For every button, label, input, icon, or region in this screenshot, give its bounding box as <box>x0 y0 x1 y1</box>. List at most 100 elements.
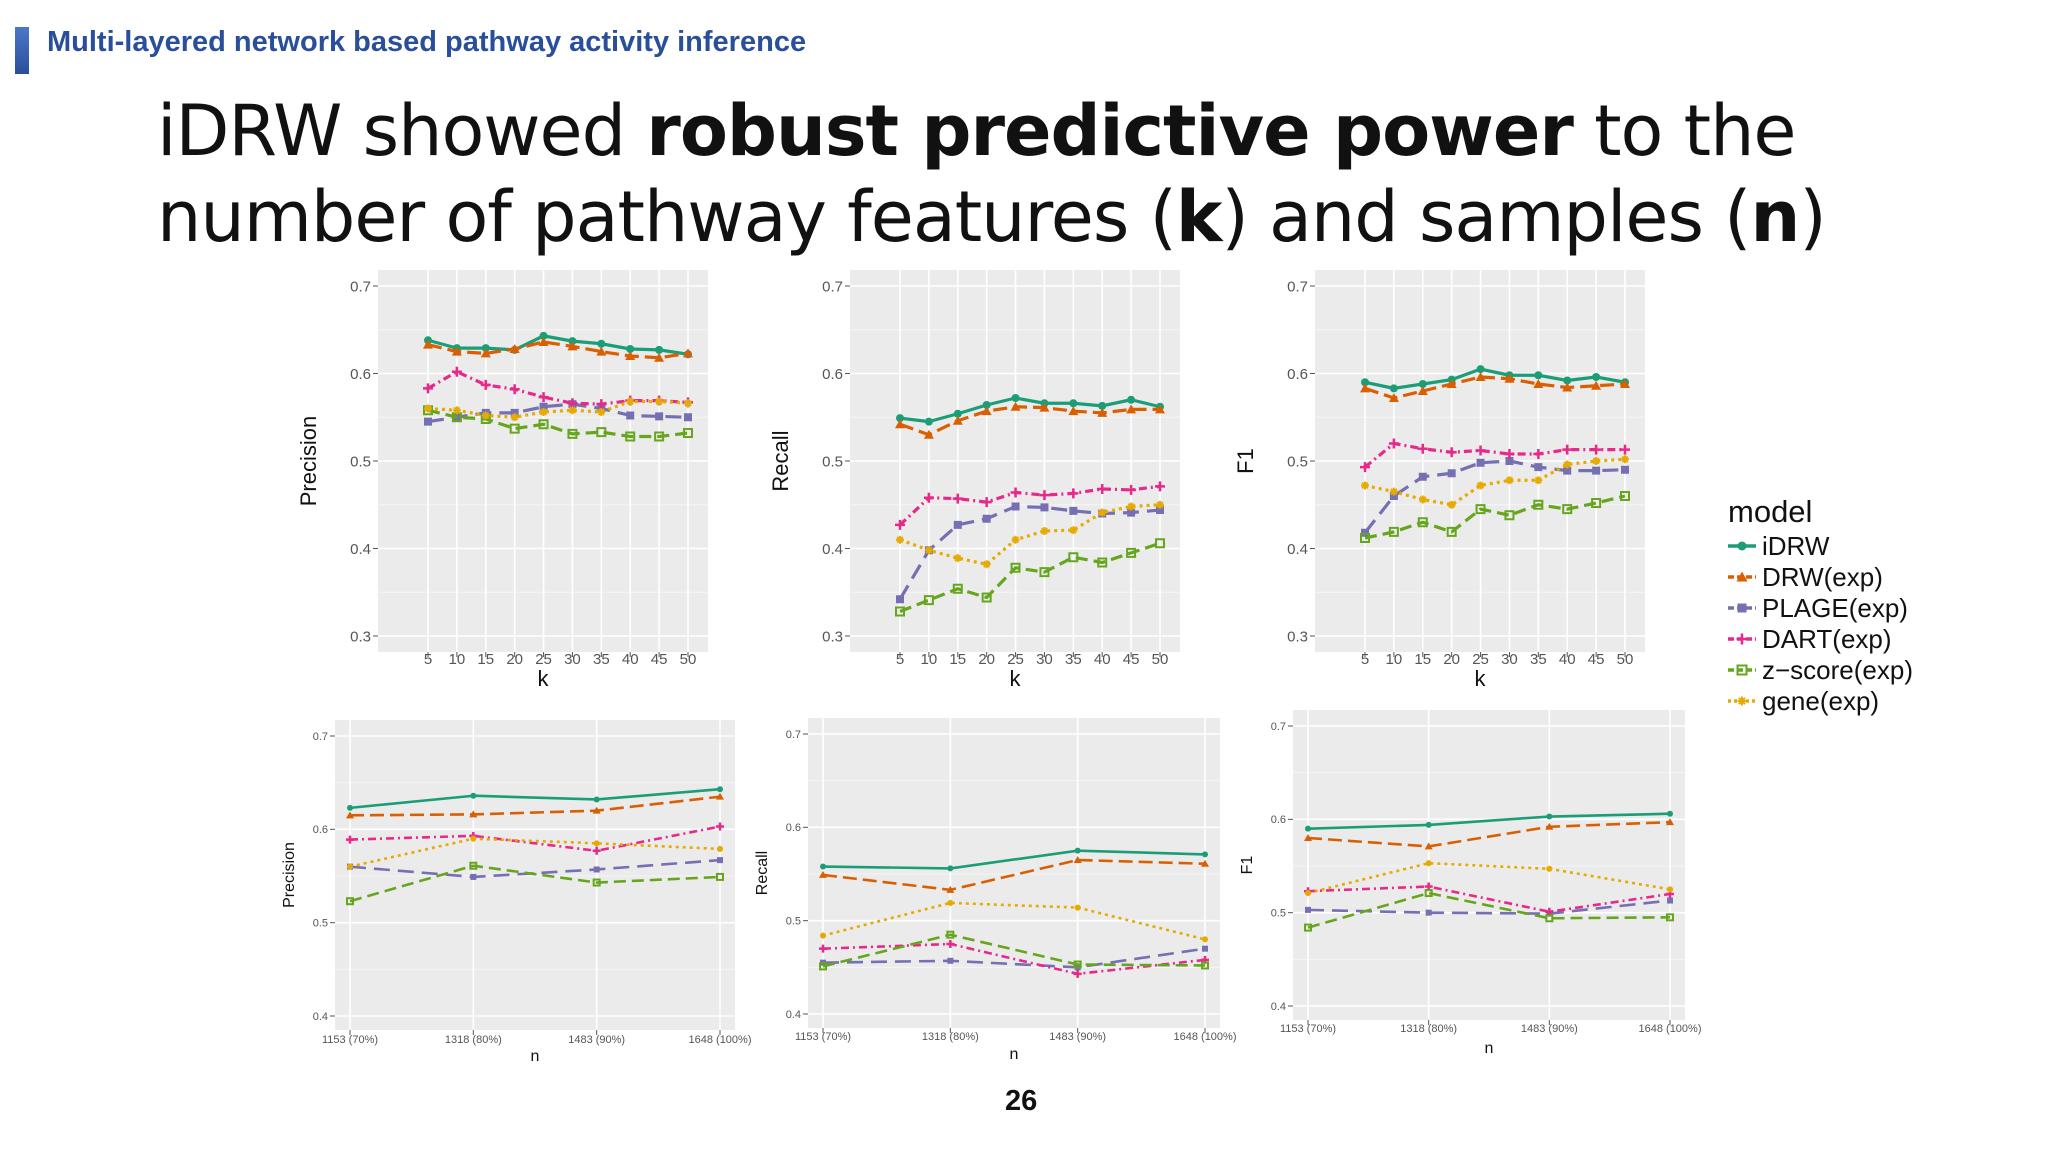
point <box>896 595 904 604</box>
point <box>923 595 934 606</box>
point <box>947 865 954 872</box>
point <box>1098 401 1107 410</box>
x-tick-label: 1318 (80%) <box>445 1034 502 1046</box>
point <box>716 822 724 831</box>
point <box>567 341 578 351</box>
point <box>981 497 992 508</box>
y-tick-label: 0.4 <box>1287 541 1308 558</box>
point <box>1389 384 1398 393</box>
point <box>1040 527 1049 535</box>
series-line <box>822 858 1206 892</box>
x-tick-label: 25 <box>1007 651 1024 668</box>
x-tick-label: 45 <box>1588 651 1605 668</box>
series-dart-exp- <box>895 481 1165 530</box>
point <box>1504 510 1515 521</box>
point <box>1425 909 1432 916</box>
point <box>1475 445 1486 456</box>
title-part: ) and samples ( <box>1221 176 1751 258</box>
point <box>626 397 635 406</box>
series-line <box>349 795 721 817</box>
point <box>683 428 693 438</box>
point <box>1446 447 1457 458</box>
y-axis-label: Recall <box>768 430 793 491</box>
point <box>1417 443 1428 454</box>
point <box>1068 488 1079 499</box>
point <box>469 861 478 870</box>
point <box>946 940 955 948</box>
point <box>470 835 477 842</box>
point <box>923 429 934 439</box>
series-line <box>349 787 721 810</box>
series-line <box>427 399 689 419</box>
y-tick-label: 0.4 <box>786 1009 801 1021</box>
point <box>538 419 549 430</box>
x-tick-label: 1318 (80%) <box>922 1031 979 1043</box>
y-tick-label: 0.3 <box>822 628 843 645</box>
point <box>1097 484 1108 494</box>
x-tick-label: 30 <box>1501 651 1518 668</box>
x-tick-label: 5 <box>424 651 432 668</box>
point <box>1592 457 1601 465</box>
point <box>953 520 962 529</box>
point <box>592 846 601 855</box>
y-tick-label: 0.5 <box>313 918 328 930</box>
point <box>982 514 991 523</box>
x-tick-label: 5 <box>896 651 904 668</box>
point <box>1360 533 1370 543</box>
series-line <box>822 947 1206 969</box>
series-z-score-exp- <box>1304 889 1674 932</box>
point <box>896 535 904 544</box>
point <box>1504 449 1515 459</box>
series-line <box>427 334 689 356</box>
point <box>946 885 955 893</box>
point <box>1126 547 1137 558</box>
series-gene-exp- <box>820 899 1208 943</box>
point <box>1534 463 1543 472</box>
point <box>1127 502 1136 511</box>
point <box>451 366 462 377</box>
point <box>684 413 692 422</box>
point <box>470 873 477 880</box>
point <box>1011 394 1020 402</box>
point <box>1546 813 1553 820</box>
series-line <box>349 858 721 879</box>
point <box>1304 834 1312 841</box>
x-tick-label: 45 <box>651 651 668 668</box>
point <box>593 796 600 803</box>
point <box>423 383 433 394</box>
point <box>625 431 636 442</box>
point <box>625 351 636 360</box>
x-tick-label: 35 <box>1530 651 1547 668</box>
point <box>469 810 478 818</box>
point <box>1127 508 1136 517</box>
point <box>923 492 934 503</box>
series-line <box>822 942 1206 976</box>
slide-title: iDRW showed robust predictive power to t… <box>157 88 2007 260</box>
point <box>1074 904 1081 911</box>
series-line <box>1307 812 1671 830</box>
point <box>953 554 962 563</box>
y-tick-label: 0.5 <box>1287 453 1308 470</box>
point <box>597 339 606 348</box>
series-line <box>1363 441 1625 469</box>
series-line <box>1364 367 1626 390</box>
series-line <box>1307 861 1671 895</box>
y-axis-label: Recall <box>754 851 771 895</box>
series-drw-exp- <box>1304 818 1674 850</box>
chart-panel-5: 0.4 0.5 0.6 0.7 1153 (70%) 1318 (80%) 1483 (90… <box>754 718 1237 1063</box>
point <box>1417 517 1428 528</box>
panel-background <box>808 718 1220 1028</box>
point <box>1475 372 1486 381</box>
point <box>538 392 549 403</box>
legend-entry: DRW(exp) <box>1728 562 1883 592</box>
legend-label: iDRW <box>1762 531 1830 561</box>
x-tick-label: 10 <box>921 651 938 668</box>
y-tick-label: 0.6 <box>1287 366 1308 383</box>
y-tick-label: 0.6 <box>1271 814 1286 826</box>
series-z-score-exp- <box>895 538 1165 617</box>
point <box>1010 401 1021 411</box>
x-tick-label: 1153 (70%) <box>795 1031 851 1043</box>
point <box>654 431 665 442</box>
title-part: robust predictive power <box>646 90 1574 172</box>
point <box>452 406 461 415</box>
